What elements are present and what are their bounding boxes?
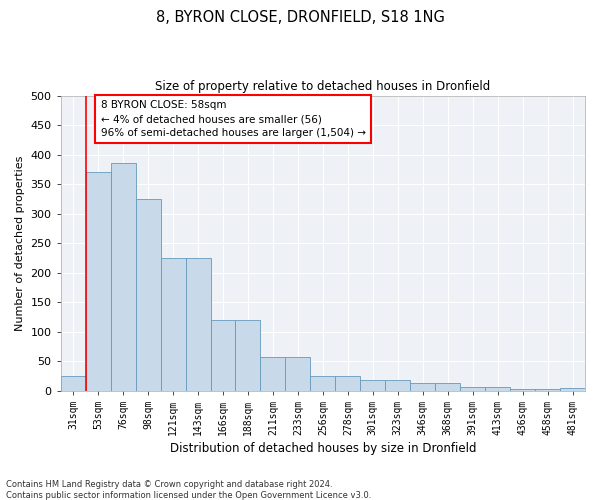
- Bar: [510, 389, 535, 391]
- Text: 8, BYRON CLOSE, DRONFIELD, S18 1NG: 8, BYRON CLOSE, DRONFIELD, S18 1NG: [155, 10, 445, 25]
- Text: Contains HM Land Registry data © Crown copyright and database right 2024.
Contai: Contains HM Land Registry data © Crown c…: [6, 480, 371, 500]
- Y-axis label: Number of detached properties: Number of detached properties: [15, 156, 25, 331]
- Bar: [110, 164, 136, 391]
- Bar: [361, 380, 385, 391]
- Bar: [86, 172, 110, 391]
- Bar: [260, 357, 286, 391]
- Bar: [310, 376, 335, 391]
- Bar: [435, 383, 460, 391]
- Bar: [211, 320, 235, 391]
- Bar: [185, 258, 211, 391]
- Bar: [460, 386, 485, 391]
- Text: 8 BYRON CLOSE: 58sqm
← 4% of detached houses are smaller (56)
96% of semi-detach: 8 BYRON CLOSE: 58sqm ← 4% of detached ho…: [101, 100, 365, 138]
- Bar: [161, 258, 185, 391]
- Bar: [410, 383, 435, 391]
- Bar: [235, 320, 260, 391]
- Bar: [61, 376, 86, 391]
- Bar: [535, 389, 560, 391]
- Bar: [385, 380, 410, 391]
- Bar: [335, 376, 361, 391]
- Bar: [485, 386, 510, 391]
- Bar: [136, 199, 161, 391]
- Title: Size of property relative to detached houses in Dronfield: Size of property relative to detached ho…: [155, 80, 490, 93]
- X-axis label: Distribution of detached houses by size in Dronfield: Distribution of detached houses by size …: [170, 442, 476, 455]
- Bar: [286, 357, 310, 391]
- Bar: [560, 388, 585, 391]
